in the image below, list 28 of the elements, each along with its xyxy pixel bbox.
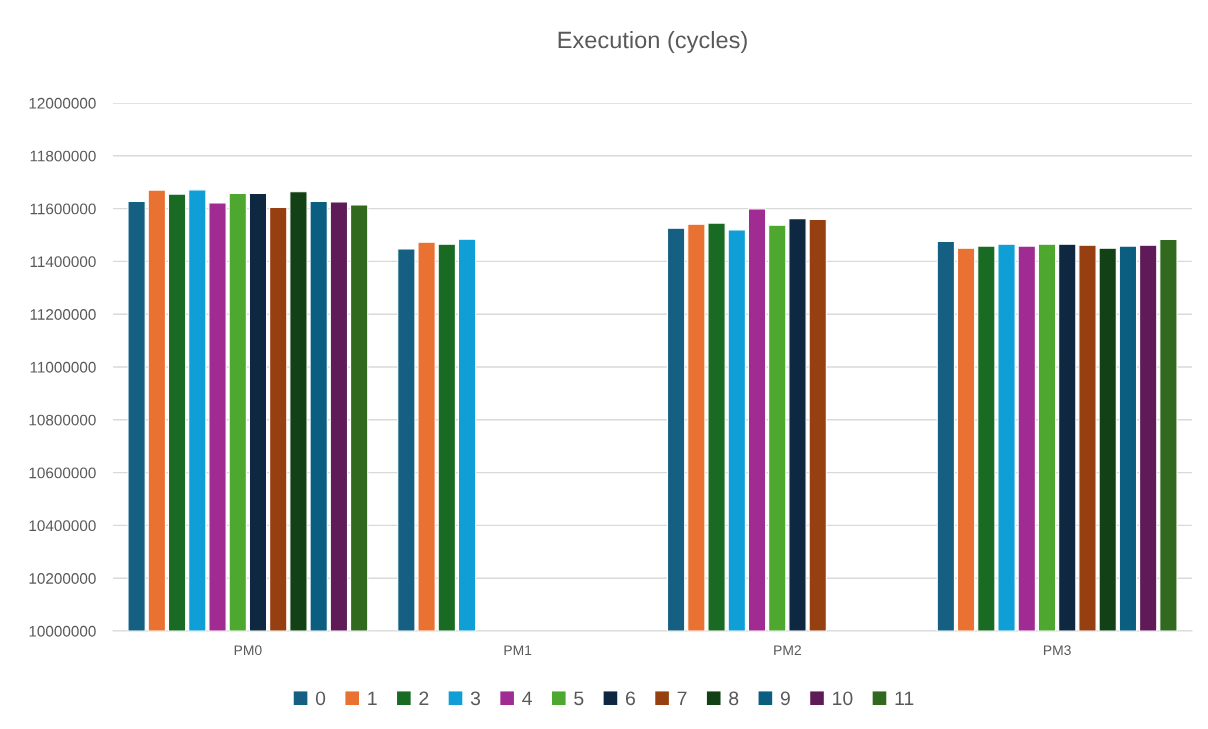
y-tick-label: 10200000	[29, 573, 96, 584]
y-tick-label: 11800000	[30, 150, 96, 162]
x-tick-label: PM2	[774, 645, 801, 655]
legend-label: 9	[780, 691, 790, 706]
y-tick-label: 11000000	[30, 361, 96, 373]
y-tick-label: 12000000	[29, 97, 96, 109]
legend-label: 2	[419, 691, 429, 706]
y-tick-label: 11600000	[30, 203, 96, 215]
x-tick-label: PM3	[1043, 645, 1071, 656]
legend-label: 8	[729, 691, 739, 706]
y-tick-label: 11200000	[30, 309, 96, 320]
legend-label: 11	[895, 691, 914, 706]
legend-label: 4	[522, 691, 532, 706]
y-tick-label: 11400000	[30, 256, 96, 268]
legend-label: 10	[833, 691, 853, 706]
x-tick-label: PM1	[504, 645, 532, 655]
legend-label: 1	[368, 691, 377, 706]
x-tick-label: PM0	[234, 645, 262, 656]
y-tick-label: 10800000	[29, 414, 96, 426]
chart-title: Execution (cycles)	[558, 31, 747, 53]
legend-label: 5	[574, 691, 584, 706]
legend-label: 7	[677, 691, 687, 706]
y-tick-label: 10600000	[29, 467, 96, 479]
legend-label: 6	[626, 691, 635, 706]
legend-label: 3	[470, 691, 481, 706]
y-tick-label: 10400000	[29, 520, 96, 532]
y-tick-label: 10000000	[29, 625, 96, 637]
legend-label: 0	[315, 691, 326, 706]
